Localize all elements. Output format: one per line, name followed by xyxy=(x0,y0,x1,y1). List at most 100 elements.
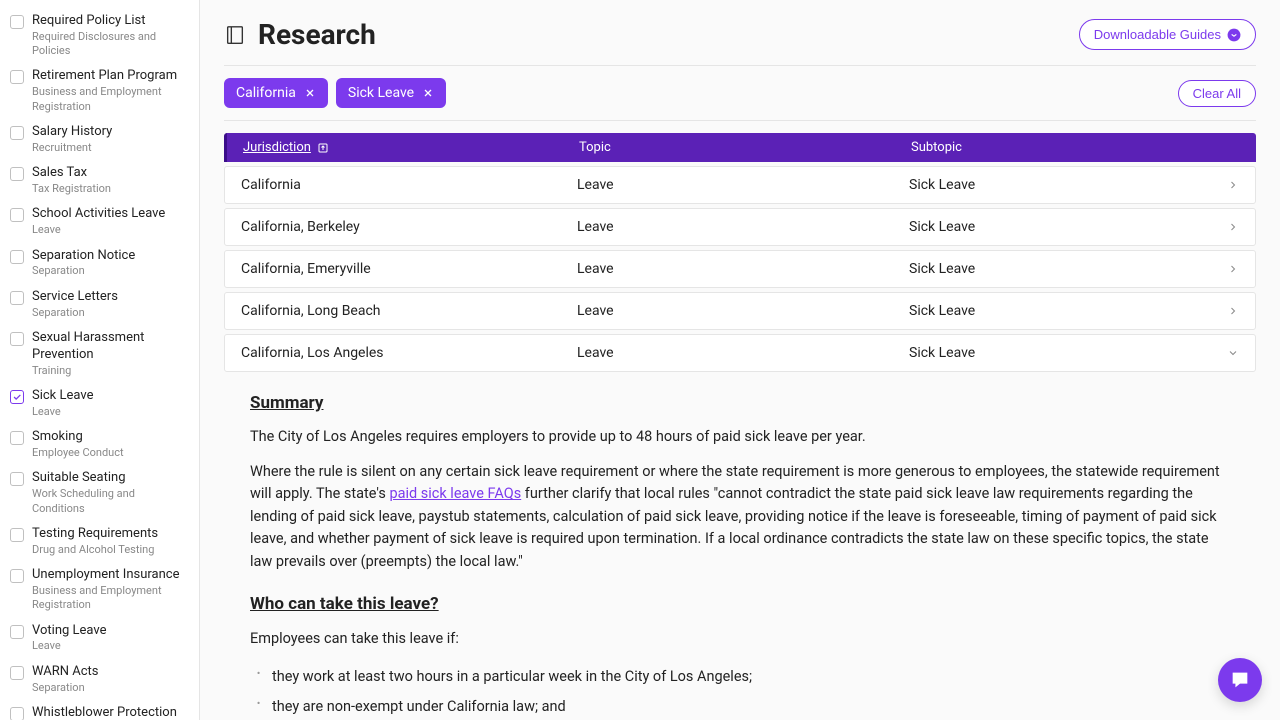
checkbox[interactable] xyxy=(10,472,24,486)
filter-item[interactable]: Sick LeaveLeave xyxy=(0,383,199,424)
research-icon xyxy=(224,24,246,46)
filter-item[interactable]: Unemployment InsuranceBusiness and Emplo… xyxy=(0,562,199,617)
sidebar-filters: Required Policy ListRequired Disclosures… xyxy=(0,0,200,720)
filter-title: Salary History xyxy=(32,124,112,141)
cell-subtopic: Sick Leave xyxy=(909,345,1219,361)
checkbox[interactable] xyxy=(10,208,24,222)
filter-item[interactable]: Salary HistoryRecruitment xyxy=(0,119,199,160)
results-table: Jurisdiction Topic Subtopic CaliforniaLe… xyxy=(224,133,1256,372)
cell-subtopic: Sick Leave xyxy=(909,219,1219,235)
filter-title: Retirement Plan Program xyxy=(32,68,189,85)
filter-item[interactable]: Sales TaxTax Registration xyxy=(0,160,199,201)
filter-subtitle: Business and Employment Registration xyxy=(32,584,189,613)
checkbox[interactable] xyxy=(10,126,24,140)
cell-jurisdiction: California, Long Beach xyxy=(241,303,577,319)
filter-title: Separation Notice xyxy=(32,248,135,265)
checkbox[interactable] xyxy=(10,390,24,404)
table-row[interactable]: CaliforniaLeaveSick Leave xyxy=(224,166,1256,204)
filter-title: Sales Tax xyxy=(32,165,111,182)
filter-item[interactable]: Required Policy ListRequired Disclosures… xyxy=(0,8,199,63)
chip-label: Sick Leave xyxy=(348,85,414,101)
filter-item[interactable]: School Activities LeaveLeave xyxy=(0,201,199,242)
filter-subtitle: Training xyxy=(32,364,189,378)
cell-subtopic: Sick Leave xyxy=(909,261,1219,277)
filter-title: Whistleblower Protection xyxy=(32,705,177,720)
filter-item[interactable]: Voting LeaveLeave xyxy=(0,618,199,659)
filter-item[interactable]: SmokingEmployee Conduct xyxy=(0,424,199,465)
filter-item[interactable]: Retirement Plan ProgramBusiness and Empl… xyxy=(0,63,199,118)
clear-all-button[interactable]: Clear All xyxy=(1178,80,1256,107)
close-icon[interactable] xyxy=(304,87,316,99)
who-heading: Who can take this leave? xyxy=(250,591,1230,617)
checkbox[interactable] xyxy=(10,167,24,181)
cell-topic: Leave xyxy=(577,219,909,235)
filter-subtitle: Drug and Alcohol Testing xyxy=(32,543,158,557)
cell-jurisdiction: California, Berkeley xyxy=(241,219,577,235)
chevron-right-icon xyxy=(1227,263,1239,275)
filter-title: Unemployment Insurance xyxy=(32,567,189,584)
active-filters-row: California Sick Leave Clear All xyxy=(224,66,1256,121)
chevron-right-icon xyxy=(1227,179,1239,191)
checkbox[interactable] xyxy=(10,707,24,720)
filter-subtitle: Employee Conduct xyxy=(32,446,124,460)
filter-subtitle: Leave xyxy=(32,223,165,237)
filter-item[interactable]: Service LettersSeparation xyxy=(0,284,199,325)
summary-p2: Where the rule is silent on any certain … xyxy=(250,461,1230,573)
table-row[interactable]: California, EmeryvilleLeaveSick Leave xyxy=(224,250,1256,288)
filter-subtitle: Tax Registration xyxy=(32,182,111,196)
page-header: Research Downloadable Guides xyxy=(224,18,1256,66)
main-content: Research Downloadable Guides California S… xyxy=(200,0,1280,720)
col-jurisdiction[interactable]: Jurisdiction xyxy=(243,140,579,155)
filter-title: Sick Leave xyxy=(32,388,93,405)
checkbox[interactable] xyxy=(10,666,24,680)
checkbox[interactable] xyxy=(10,625,24,639)
filter-item[interactable]: Whistleblower ProtectionEmployee Conduct xyxy=(0,700,199,720)
filter-item[interactable]: WARN ActsSeparation xyxy=(0,659,199,700)
chip-label: California xyxy=(236,85,296,101)
table-row[interactable]: California, Long BeachLeaveSick Leave xyxy=(224,292,1256,330)
checkbox[interactable] xyxy=(10,431,24,445)
chevron-down-icon xyxy=(1227,347,1239,359)
list-item: they work at least two hours in a partic… xyxy=(272,662,1230,692)
who-intro: Employees can take this leave if: xyxy=(250,628,1230,650)
filter-item[interactable]: Separation NoticeSeparation xyxy=(0,243,199,284)
checkbox[interactable] xyxy=(10,332,24,346)
cell-jurisdiction: California xyxy=(241,177,577,193)
filter-subtitle: Business and Employment Registration xyxy=(32,85,189,114)
filter-title: Testing Requirements xyxy=(32,526,158,543)
detail-panel: Summary The City of Los Angeles requires… xyxy=(224,372,1256,720)
filter-title: Voting Leave xyxy=(32,623,107,640)
filter-item[interactable]: Testing RequirementsDrug and Alcohol Tes… xyxy=(0,521,199,562)
filter-chip: California xyxy=(224,78,328,108)
cell-topic: Leave xyxy=(577,303,909,319)
col-subtopic[interactable]: Subtopic xyxy=(911,140,1240,155)
checkbox[interactable] xyxy=(10,291,24,305)
summary-p1: The City of Los Angeles requires employe… xyxy=(250,426,1230,448)
downloadable-guides-button[interactable]: Downloadable Guides xyxy=(1079,19,1256,50)
filter-item[interactable]: Suitable SeatingWork Scheduling and Cond… xyxy=(0,465,199,520)
col-topic[interactable]: Topic xyxy=(579,140,911,155)
close-icon[interactable] xyxy=(422,87,434,99)
filter-subtitle: Separation xyxy=(32,681,99,695)
table-row[interactable]: California, BerkeleyLeaveSick Leave xyxy=(224,208,1256,246)
filter-subtitle: Separation xyxy=(32,264,135,278)
filter-title: WARN Acts xyxy=(32,664,99,681)
chevron-right-icon xyxy=(1227,221,1239,233)
who-list: they work at least two hours in a partic… xyxy=(250,662,1230,720)
checkbox[interactable] xyxy=(10,15,24,29)
filter-title: School Activities Leave xyxy=(32,206,165,223)
chat-fab[interactable] xyxy=(1218,658,1262,702)
faq-link[interactable]: paid sick leave FAQs xyxy=(389,485,521,502)
cell-subtopic: Sick Leave xyxy=(909,177,1219,193)
filter-subtitle: Leave xyxy=(32,639,107,653)
checkbox[interactable] xyxy=(10,250,24,264)
filter-subtitle: Leave xyxy=(32,405,93,419)
checkbox[interactable] xyxy=(10,70,24,84)
filter-item[interactable]: Sexual Harassment PreventionTraining xyxy=(0,325,199,383)
chevron-down-circle-icon xyxy=(1227,28,1241,42)
table-header: Jurisdiction Topic Subtopic xyxy=(224,133,1256,162)
checkbox[interactable] xyxy=(10,528,24,542)
checkbox[interactable] xyxy=(10,569,24,583)
table-row[interactable]: California, Los AngelesLeaveSick Leave xyxy=(224,334,1256,372)
filter-subtitle: Recruitment xyxy=(32,141,112,155)
